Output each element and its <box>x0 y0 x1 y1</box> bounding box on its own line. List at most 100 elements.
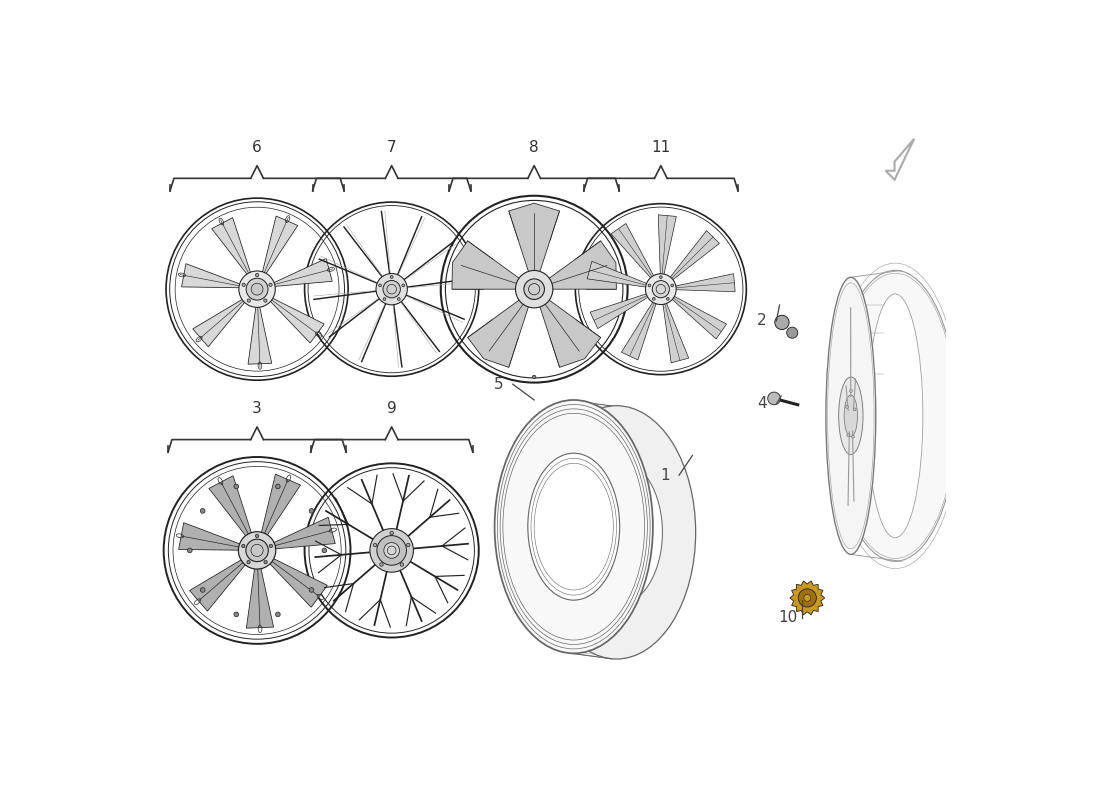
Ellipse shape <box>868 294 923 538</box>
Circle shape <box>648 284 651 287</box>
Polygon shape <box>212 218 252 278</box>
Circle shape <box>799 589 816 607</box>
Circle shape <box>846 406 848 408</box>
Circle shape <box>786 327 798 338</box>
Polygon shape <box>268 518 336 550</box>
Polygon shape <box>544 241 616 289</box>
Text: 10: 10 <box>778 610 798 626</box>
Text: 4: 4 <box>758 397 767 411</box>
Circle shape <box>370 529 414 572</box>
Circle shape <box>200 588 205 592</box>
Circle shape <box>389 531 394 534</box>
Polygon shape <box>246 563 274 628</box>
Circle shape <box>652 281 670 298</box>
Circle shape <box>377 536 407 566</box>
Circle shape <box>200 509 205 514</box>
Circle shape <box>309 588 313 592</box>
Circle shape <box>390 275 393 278</box>
Circle shape <box>516 270 553 308</box>
Circle shape <box>383 298 386 301</box>
Circle shape <box>532 375 536 378</box>
Ellipse shape <box>833 270 957 562</box>
Circle shape <box>804 594 811 602</box>
Circle shape <box>646 274 676 305</box>
Circle shape <box>402 284 405 286</box>
Polygon shape <box>249 302 272 364</box>
Circle shape <box>379 562 383 566</box>
Polygon shape <box>209 476 253 540</box>
Polygon shape <box>270 258 332 286</box>
Ellipse shape <box>844 395 858 437</box>
Circle shape <box>246 561 251 564</box>
Circle shape <box>671 284 673 287</box>
Ellipse shape <box>838 377 864 454</box>
Polygon shape <box>192 297 248 347</box>
Ellipse shape <box>537 406 695 659</box>
Circle shape <box>383 281 400 298</box>
Polygon shape <box>452 241 525 289</box>
Circle shape <box>851 435 855 438</box>
Circle shape <box>234 612 239 617</box>
Circle shape <box>251 283 263 295</box>
Polygon shape <box>468 296 530 367</box>
Circle shape <box>264 561 267 564</box>
Text: 11: 11 <box>651 139 671 154</box>
Text: 2: 2 <box>758 314 767 328</box>
Ellipse shape <box>495 400 653 654</box>
Polygon shape <box>261 474 300 539</box>
Circle shape <box>242 544 245 548</box>
Polygon shape <box>267 296 324 343</box>
Polygon shape <box>182 264 244 288</box>
Circle shape <box>239 532 276 569</box>
Circle shape <box>268 283 272 286</box>
Polygon shape <box>612 223 656 282</box>
Circle shape <box>187 548 192 553</box>
Circle shape <box>270 544 273 548</box>
Polygon shape <box>668 230 719 283</box>
Circle shape <box>322 548 327 553</box>
Circle shape <box>854 408 856 410</box>
Polygon shape <box>790 581 825 615</box>
Polygon shape <box>538 296 601 367</box>
Text: 7: 7 <box>387 139 396 154</box>
Circle shape <box>376 274 407 305</box>
Circle shape <box>774 315 789 330</box>
Circle shape <box>400 562 404 566</box>
Circle shape <box>384 542 399 558</box>
Polygon shape <box>658 215 676 279</box>
Circle shape <box>248 299 251 302</box>
Circle shape <box>255 274 258 277</box>
Circle shape <box>246 278 268 300</box>
Polygon shape <box>662 298 689 363</box>
Circle shape <box>234 484 239 489</box>
Text: 6: 6 <box>252 139 262 154</box>
Circle shape <box>242 283 245 286</box>
Circle shape <box>309 509 313 514</box>
Ellipse shape <box>571 459 662 606</box>
Circle shape <box>407 543 410 546</box>
Circle shape <box>255 534 258 538</box>
Polygon shape <box>669 294 726 339</box>
Circle shape <box>660 276 662 278</box>
Polygon shape <box>266 556 328 607</box>
Polygon shape <box>671 274 735 292</box>
Circle shape <box>275 612 280 617</box>
Ellipse shape <box>826 278 876 554</box>
Polygon shape <box>590 292 652 329</box>
Circle shape <box>378 284 382 286</box>
Circle shape <box>847 434 849 437</box>
Polygon shape <box>189 557 249 611</box>
Ellipse shape <box>528 453 619 600</box>
Text: 8: 8 <box>529 139 539 154</box>
Circle shape <box>652 298 656 300</box>
Circle shape <box>264 299 267 302</box>
Circle shape <box>373 543 377 546</box>
Polygon shape <box>587 262 651 288</box>
Text: 5: 5 <box>494 377 504 392</box>
Polygon shape <box>178 522 245 550</box>
Circle shape <box>275 484 280 489</box>
Circle shape <box>246 539 268 562</box>
Circle shape <box>239 271 275 307</box>
Circle shape <box>524 279 544 299</box>
Circle shape <box>397 298 400 301</box>
